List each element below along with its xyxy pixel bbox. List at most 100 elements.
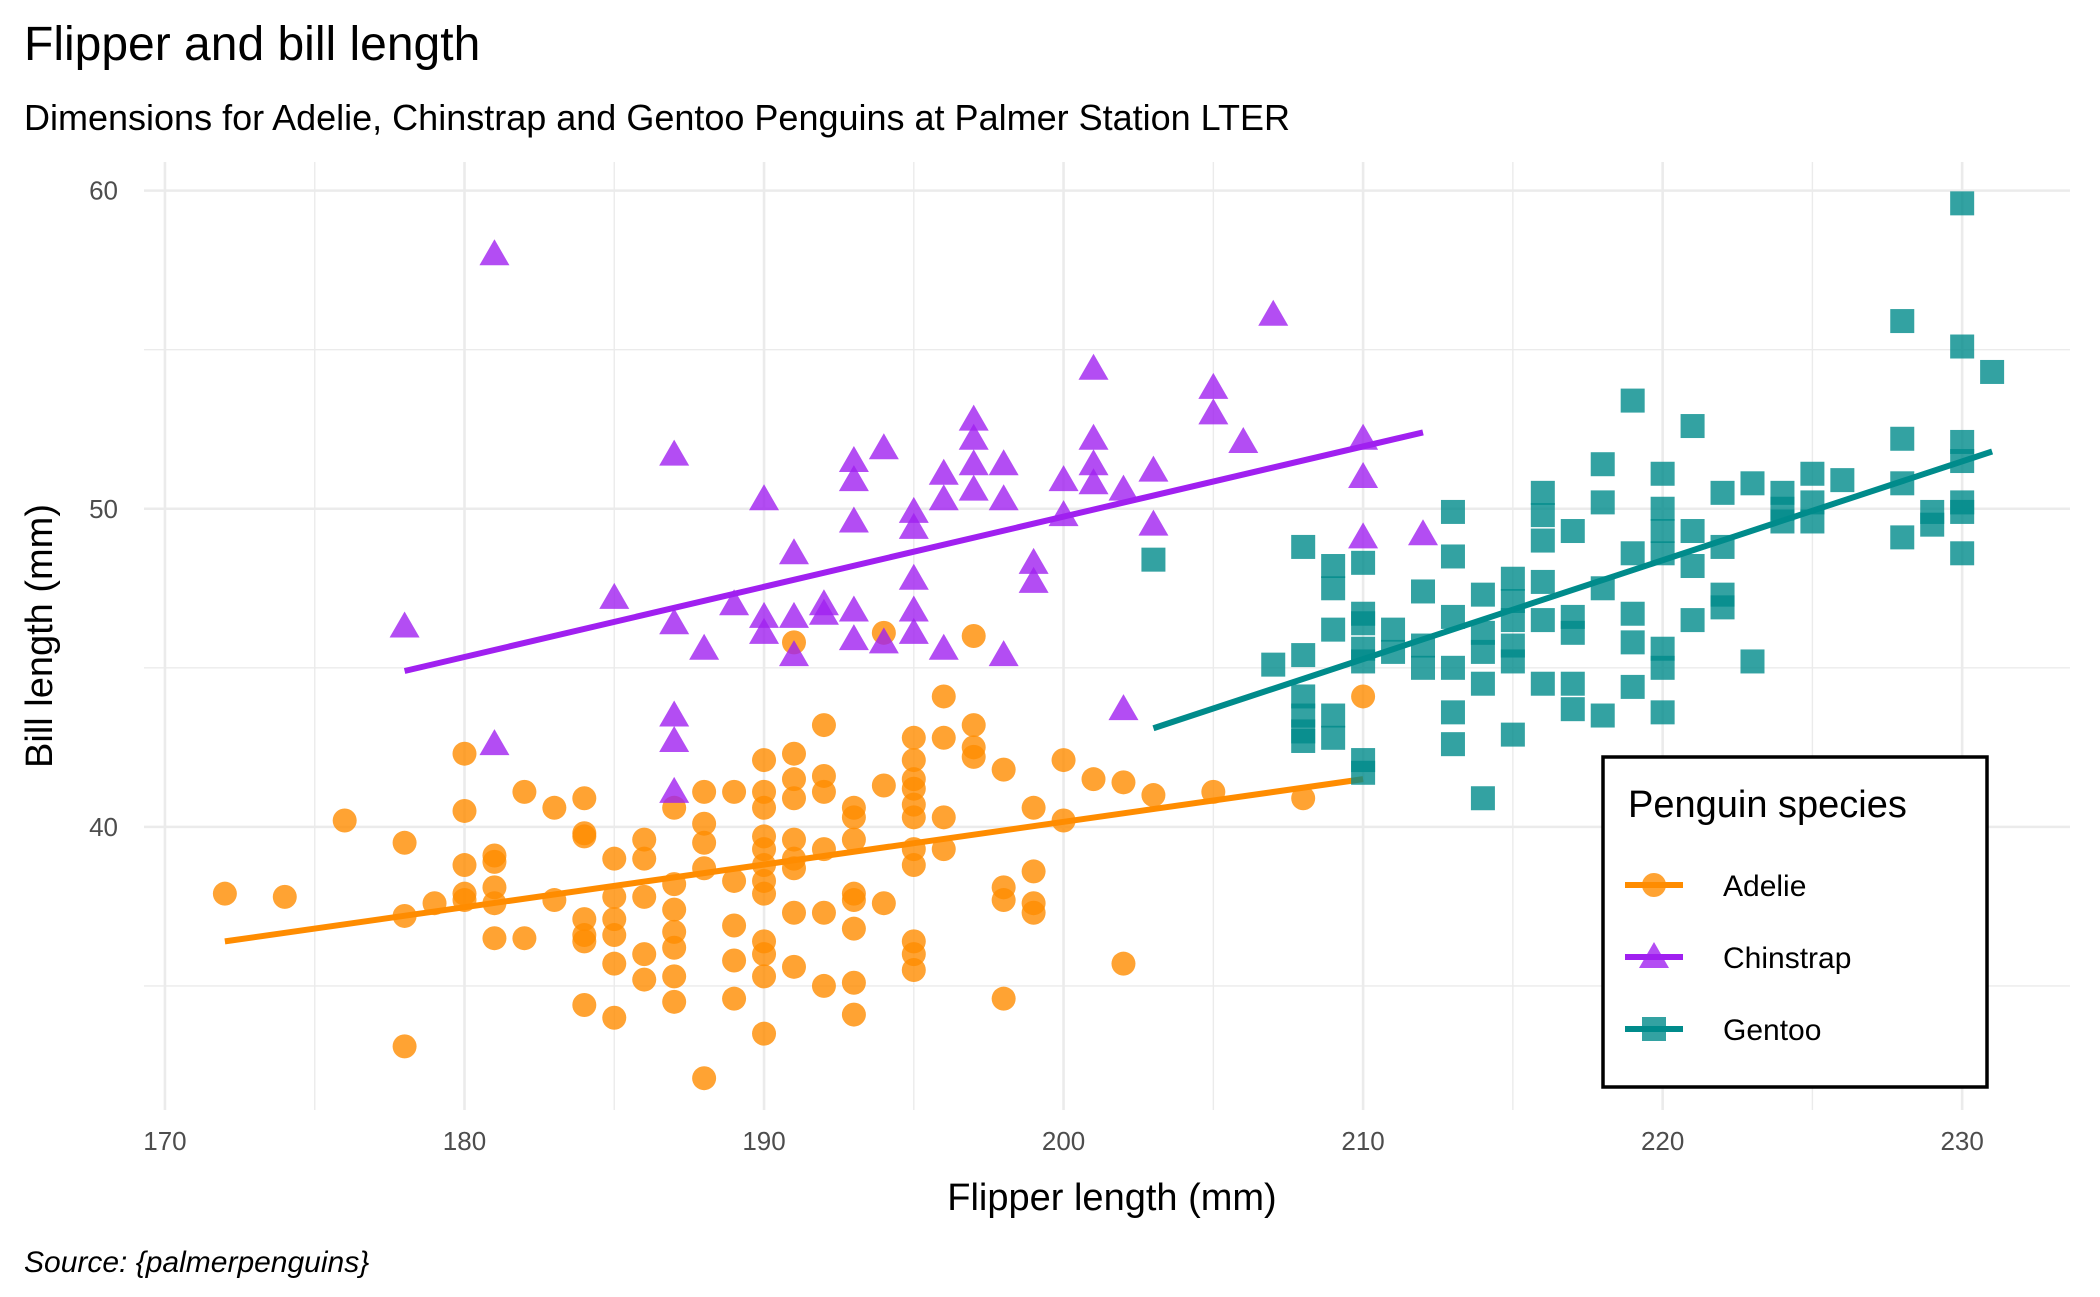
gentoo-point	[1470, 639, 1495, 664]
adelie-point	[1021, 859, 1046, 884]
chart-caption: Source: {palmerpenguins}	[24, 1246, 369, 1279]
adelie-point	[632, 942, 657, 967]
data-points	[212, 191, 2005, 1091]
gentoo-point	[1530, 480, 1555, 505]
chinstrap-point	[1078, 468, 1109, 495]
chinstrap-point	[659, 700, 690, 727]
chinstrap-point	[778, 538, 809, 565]
chinstrap-point	[928, 633, 959, 660]
gentoo-point	[1321, 617, 1346, 642]
series-adelie	[212, 620, 1376, 1091]
adelie-point	[392, 1034, 417, 1059]
chinstrap-point	[1138, 455, 1169, 482]
gentoo-point	[1890, 426, 1915, 451]
adelie-point	[692, 779, 717, 804]
chinstrap-point	[1078, 353, 1109, 380]
gentoo-point	[1321, 554, 1346, 579]
gentoo-point	[1890, 471, 1915, 496]
adelie-point	[781, 954, 806, 979]
chinstrap-point	[479, 239, 510, 266]
chart-subtitle: Dimensions for Adelie, Chinstrap and Gen…	[24, 97, 1290, 138]
adelie-point	[662, 872, 687, 897]
adelie-point	[722, 948, 747, 973]
chinstrap-point	[659, 608, 690, 635]
adelie-point	[572, 824, 597, 849]
gentoo-point	[1500, 722, 1525, 747]
adelie-point	[572, 993, 597, 1018]
x-tick-label: 200	[1042, 1126, 1085, 1156]
chinstrap-point	[838, 506, 869, 533]
legend-item-gentoo: Gentoo	[1625, 1014, 1821, 1047]
adelie-point	[811, 900, 836, 925]
adelie-point	[752, 748, 777, 773]
gentoo-point	[1470, 671, 1495, 696]
chinstrap-point	[749, 617, 780, 644]
adelie-point	[452, 798, 477, 823]
adelie-point	[901, 748, 926, 773]
gentoo-point	[1351, 649, 1376, 674]
gentoo-point	[1590, 490, 1615, 515]
adelie-point	[332, 808, 357, 833]
chart-title: Flipper and bill length	[24, 18, 480, 71]
chinstrap-point	[958, 404, 989, 431]
adelie-point	[722, 868, 747, 893]
adelie-point	[452, 888, 477, 913]
adelie-point	[662, 989, 687, 1014]
y-tick-label: 40	[89, 812, 118, 842]
gentoo-point	[1590, 703, 1615, 728]
adelie-point	[482, 891, 507, 916]
gentoo-point	[1950, 191, 1975, 216]
chinstrap-point	[808, 598, 839, 625]
gentoo-point	[1680, 414, 1705, 439]
x-tick-label: 190	[742, 1126, 785, 1156]
gentoo-point	[1710, 534, 1735, 559]
gentoo-point	[1620, 630, 1645, 655]
gentoo-point	[1440, 499, 1465, 524]
chinstrap-point	[1048, 465, 1079, 492]
gentoo-point	[1680, 519, 1705, 544]
adelie-point	[841, 970, 866, 995]
adelie-point	[931, 805, 956, 830]
gentoo-point	[1530, 503, 1555, 528]
series-gentoo	[1141, 191, 2005, 811]
adelie-point	[542, 888, 567, 913]
gentoo-point	[1740, 471, 1765, 496]
x-tick-label: 170	[143, 1126, 186, 1156]
chinstrap-point	[778, 601, 809, 628]
chinstrap-point	[1138, 509, 1169, 536]
gentoo-point	[1411, 655, 1436, 680]
x-tick-label: 220	[1641, 1126, 1684, 1156]
series-chinstrap	[389, 239, 1439, 803]
adelie-point	[901, 805, 926, 830]
gentoo-point	[1620, 601, 1645, 626]
chinstrap-point	[958, 423, 989, 450]
chinstrap-point	[1078, 423, 1109, 450]
chinstrap-point	[1348, 423, 1379, 450]
adelie-point	[781, 741, 806, 766]
chinstrap-point	[389, 611, 420, 638]
adelie-point	[781, 786, 806, 811]
adelie-point	[602, 846, 627, 871]
adelie-point	[961, 713, 986, 738]
gentoo-point	[1381, 617, 1406, 642]
adelie-point	[1111, 951, 1136, 976]
gentoo-point	[1830, 468, 1855, 493]
adelie-point	[212, 881, 237, 906]
adelie-point	[871, 773, 896, 798]
chinstrap-point	[689, 633, 720, 660]
adelie-point	[1141, 783, 1166, 808]
chinstrap-point	[898, 496, 929, 523]
chinstrap-point	[659, 439, 690, 466]
adelie-point	[901, 853, 926, 878]
legend-title: Penguin species	[1628, 784, 1907, 826]
gentoo-point	[1800, 461, 1825, 486]
chinstrap-point	[1348, 522, 1379, 549]
gentoo-point	[1890, 309, 1915, 334]
chinstrap-point	[958, 449, 989, 476]
chinstrap-point	[838, 465, 869, 492]
chinstrap-point	[958, 474, 989, 501]
chinstrap-point	[1258, 299, 1289, 326]
gentoo-point	[1560, 620, 1585, 645]
adelie-point	[602, 1005, 627, 1030]
